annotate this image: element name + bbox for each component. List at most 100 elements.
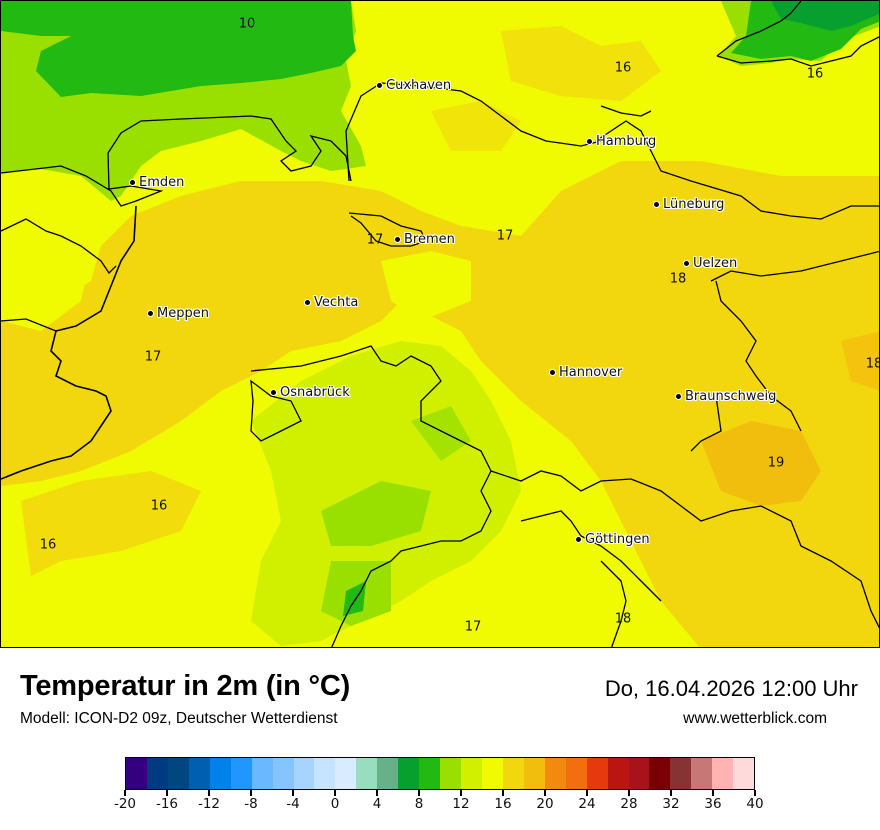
city-name: Meppen xyxy=(157,306,209,321)
colorbar-bin xyxy=(523,758,545,789)
colorbar-bin xyxy=(544,758,566,789)
contour-label: 17 xyxy=(366,232,384,248)
city-name: Lüneburg xyxy=(663,197,725,212)
colorbar-bin xyxy=(377,758,399,789)
colorbar-tick-label: -12 xyxy=(197,796,221,812)
contour-label: 16 xyxy=(614,60,632,76)
colorbar-tick-label: 32 xyxy=(662,796,680,812)
city-name: Vechta xyxy=(314,295,359,310)
colorbar-tick xyxy=(250,790,252,796)
city-dot-icon xyxy=(129,179,136,186)
colorbar-tick-label: 4 xyxy=(372,796,382,812)
city-dot-icon xyxy=(270,389,277,396)
colorbar-tick xyxy=(586,790,588,796)
colorbar-tick xyxy=(670,790,672,796)
colorbar-bin xyxy=(461,758,482,789)
colorbar-tick xyxy=(628,790,630,796)
colorbar-bin xyxy=(481,758,503,789)
city-dot-icon xyxy=(376,82,383,89)
colorbar-bin xyxy=(314,758,336,789)
colorbar-bin xyxy=(586,758,608,789)
city-dot-icon xyxy=(586,138,593,145)
colorbar-tick-label: 8 xyxy=(414,796,424,812)
city-name: Hamburg xyxy=(596,134,657,149)
city-name: Osnabrück xyxy=(280,385,350,400)
colorbar-bin xyxy=(209,758,231,789)
colorbar-tick xyxy=(124,790,126,796)
city-marker-vechta: Vechta xyxy=(304,295,358,310)
contour-label: 17 xyxy=(144,349,162,365)
colorbar-bin xyxy=(712,758,734,789)
contour-label: 18 xyxy=(669,271,687,287)
temperature-field xyxy=(1,1,879,647)
city-marker-bremen: Bremen xyxy=(394,232,455,247)
city-marker-cuxhaven: Cuxhaven xyxy=(376,78,451,93)
temperature-map: 10 16 16 17 17 18 17 18 19 16 16 17 18 C… xyxy=(0,0,880,648)
colorbar-bin xyxy=(607,758,629,789)
contour-label: 17 xyxy=(464,619,482,635)
contour-label: 16 xyxy=(806,66,824,82)
city-dot-icon xyxy=(683,260,690,267)
model-subtitle: Modell: ICON-D2 09z, Deutscher Wetterdie… xyxy=(20,710,338,727)
city-marker-meppen: Meppen xyxy=(147,306,209,321)
colorbar-tick xyxy=(502,790,504,796)
colorbar-bin xyxy=(356,758,378,789)
colorbar-tick xyxy=(292,790,294,796)
map-title: Temperatur in 2m (in °C) xyxy=(20,670,351,702)
city-marker-lueneburg: Lüneburg xyxy=(653,197,724,212)
colorbar-tick xyxy=(460,790,462,796)
forecast-datetime: Do, 16.04.2026 12:00 Uhr xyxy=(604,676,858,701)
colorbar-tick-label: 12 xyxy=(452,796,470,812)
contour-label: 16 xyxy=(39,537,57,553)
colorbar-tick-label: 24 xyxy=(578,796,596,812)
colorbar-bin xyxy=(335,758,357,789)
city-dot-icon xyxy=(675,393,682,400)
colorbar-tick-label: 20 xyxy=(536,796,554,812)
colorbar-tick xyxy=(544,790,546,796)
city-marker-emden: Emden xyxy=(129,175,184,190)
colorbar-bin xyxy=(251,758,273,789)
city-marker-braunschweig: Braunschweig xyxy=(675,389,776,404)
website-credit: www.wetterblick.com xyxy=(683,710,827,727)
city-marker-osnabrueck: Osnabrück xyxy=(270,385,350,400)
colorbar-bin xyxy=(733,758,755,789)
city-dot-icon xyxy=(653,201,660,208)
colorbar-tick-label: 36 xyxy=(704,796,722,812)
city-name: Cuxhaven xyxy=(386,78,452,93)
contour-label: 19 xyxy=(767,455,785,471)
city-marker-hannover: Hannover xyxy=(549,365,622,380)
colorbar-bin xyxy=(670,758,692,789)
colorbar-bin xyxy=(649,758,671,789)
city-dot-icon xyxy=(304,299,311,306)
city-dot-icon xyxy=(549,369,556,376)
contour-label: 18 xyxy=(614,611,632,627)
city-name: Braunschweig xyxy=(685,389,777,404)
contour-label: 18 xyxy=(865,356,879,372)
colorbar-tick-label: -20 xyxy=(113,796,137,812)
city-name: Emden xyxy=(139,175,185,190)
colorbar-tick-label: 40 xyxy=(746,796,764,812)
colorbar-tick-label: 28 xyxy=(620,796,638,812)
contour-label: 17 xyxy=(496,228,514,244)
city-dot-icon xyxy=(575,536,582,543)
colorbar-tick-label: -16 xyxy=(155,796,179,812)
colorbar-bin xyxy=(167,758,189,789)
colorbar-tick xyxy=(376,790,378,796)
city-marker-hamburg: Hamburg xyxy=(586,134,656,149)
colorbar-tick-label: 0 xyxy=(330,796,340,812)
contour-label: 10 xyxy=(238,16,256,32)
colorbar-bin xyxy=(272,758,294,789)
city-marker-goettingen: Göttingen xyxy=(575,532,650,547)
colorbar-bin xyxy=(230,758,252,789)
colorbar-bin xyxy=(146,758,168,789)
colorbar-bin xyxy=(502,758,524,789)
colorbar-bin xyxy=(398,758,420,789)
colorbar-bin xyxy=(419,758,441,789)
colorbar-tick xyxy=(418,790,420,796)
colorbar-tick-label: 16 xyxy=(494,796,512,812)
colorbar-bin xyxy=(126,758,147,789)
colorbar-tick xyxy=(712,790,714,796)
city-dot-icon xyxy=(147,310,154,317)
colorbar-bin xyxy=(440,758,461,789)
contour-label: 16 xyxy=(150,498,168,514)
